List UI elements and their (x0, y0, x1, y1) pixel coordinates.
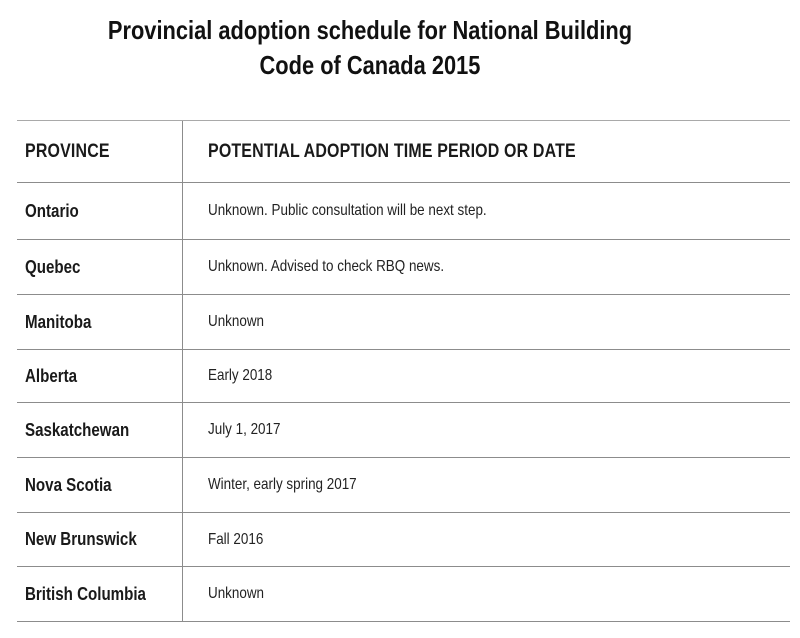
table-row: Saskatchewan July 1, 2017 (17, 403, 790, 458)
province-cell: Alberta (25, 365, 78, 386)
province-cell: Manitoba (25, 311, 92, 332)
schedule-cell: July 1, 2017 (182, 403, 790, 457)
province-cell: Saskatchewan (25, 419, 130, 440)
page-title: Provincial adoption schedule for Nationa… (59, 13, 681, 83)
column-header-schedule: POTENTIAL ADOPTION TIME PERIOD OR DATE (182, 121, 790, 182)
province-cell: British Columbia (25, 583, 146, 604)
table-row: Manitoba Unknown (17, 295, 790, 350)
column-header-province: PROVINCE (25, 140, 110, 162)
province-cell: Quebec (25, 256, 81, 277)
adoption-schedule-table: PROVINCE POTENTIAL ADOPTION TIME PERIOD … (17, 120, 790, 622)
table-row: Alberta Early 2018 (17, 350, 790, 403)
province-cell: Nova Scotia (25, 474, 112, 495)
page-title-line2: Code of Canada 2015 (259, 50, 481, 80)
schedule-cell: Unknown (182, 567, 790, 621)
schedule-cell: Unknown. Public consultation will be nex… (182, 183, 790, 239)
table-row: Nova Scotia Winter, early spring 2017 (17, 458, 790, 513)
province-cell: Ontario (25, 200, 79, 221)
schedule-cell: Unknown. Advised to check RBQ news. (182, 240, 790, 294)
table-row: British Columbia Unknown (17, 567, 790, 622)
table-row: New Brunswick Fall 2016 (17, 513, 790, 567)
table-row: Ontario Unknown. Public consultation wil… (17, 183, 790, 240)
schedule-cell: Fall 2016 (182, 513, 790, 566)
page-title-line1: Provincial adoption schedule for Nationa… (107, 15, 633, 45)
schedule-cell: Unknown (182, 295, 790, 349)
table-row: Quebec Unknown. Advised to check RBQ new… (17, 240, 790, 295)
schedule-cell: Early 2018 (182, 350, 790, 402)
schedule-cell: Winter, early spring 2017 (182, 458, 790, 512)
table-header-row: PROVINCE POTENTIAL ADOPTION TIME PERIOD … (17, 120, 790, 183)
province-cell: New Brunswick (25, 529, 137, 549)
